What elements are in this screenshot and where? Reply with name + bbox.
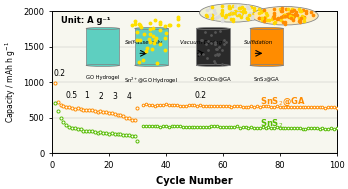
Y-axis label: Capacity / mAh h g$^{-1}$: Capacity / mAh h g$^{-1}$ (3, 41, 18, 123)
Text: 3: 3 (112, 92, 117, 101)
Text: 2: 2 (98, 92, 103, 101)
Text: SnS$_2$: SnS$_2$ (260, 118, 283, 130)
Text: 0.2: 0.2 (53, 69, 65, 78)
Text: 4: 4 (126, 92, 131, 101)
X-axis label: Cycle Number: Cycle Number (156, 176, 233, 186)
Text: SnS$_2$@GA: SnS$_2$@GA (260, 96, 306, 108)
Text: Unit: A g⁻¹: Unit: A g⁻¹ (61, 16, 110, 25)
Text: 0.2: 0.2 (194, 91, 206, 100)
Text: 0.5: 0.5 (66, 91, 78, 100)
Text: 1: 1 (84, 91, 89, 100)
